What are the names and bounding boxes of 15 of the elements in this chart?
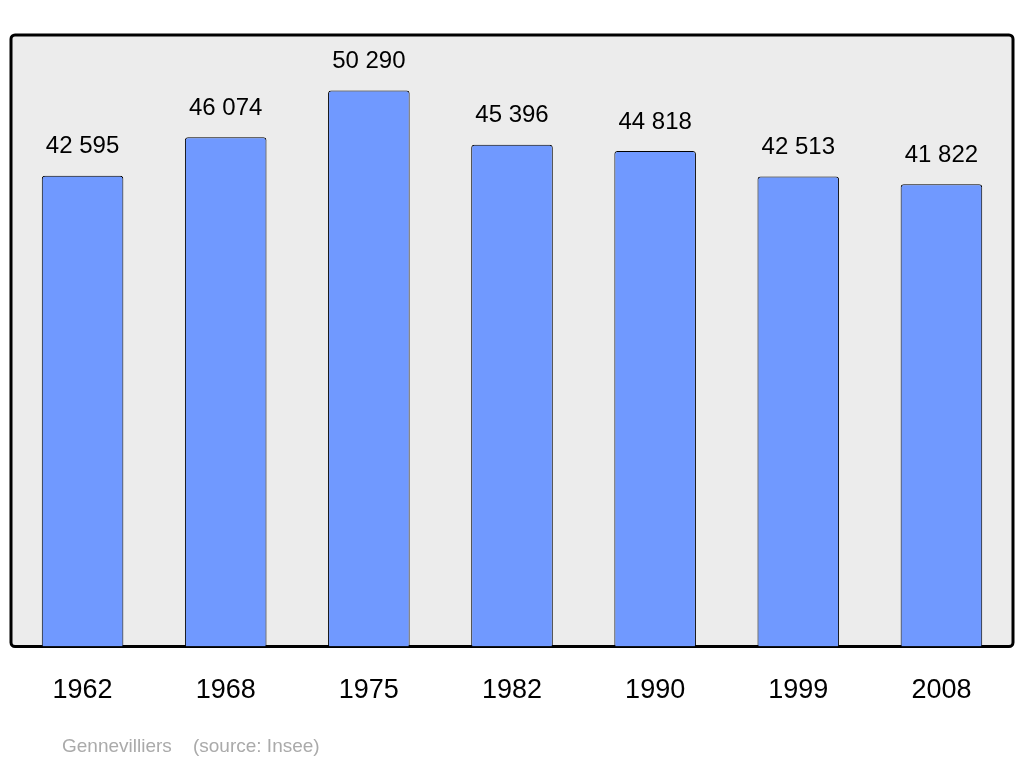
- data-label: 44 818: [618, 106, 692, 134]
- data-label: 41 822: [904, 139, 979, 167]
- data-label: 42 595: [45, 131, 120, 159]
- text: Gennevilliers (source: Insee): [62, 735, 320, 757]
- x-tick-label: 1975: [338, 674, 399, 705]
- x-tick-label: 1999: [768, 674, 829, 705]
- x-tick-label: 2008: [911, 674, 972, 705]
- data-label: 45 396: [475, 100, 549, 128]
- x-tick-label: 1962: [52, 674, 113, 705]
- x-tick-label: 1968: [195, 674, 256, 705]
- x-tick-label: 1982: [481, 674, 543, 705]
- x-tick-label: 1990: [625, 674, 686, 705]
- data-label: 50 290: [332, 46, 406, 74]
- data-label: 46 074: [189, 92, 263, 120]
- data-label: 42 513: [761, 132, 835, 160]
